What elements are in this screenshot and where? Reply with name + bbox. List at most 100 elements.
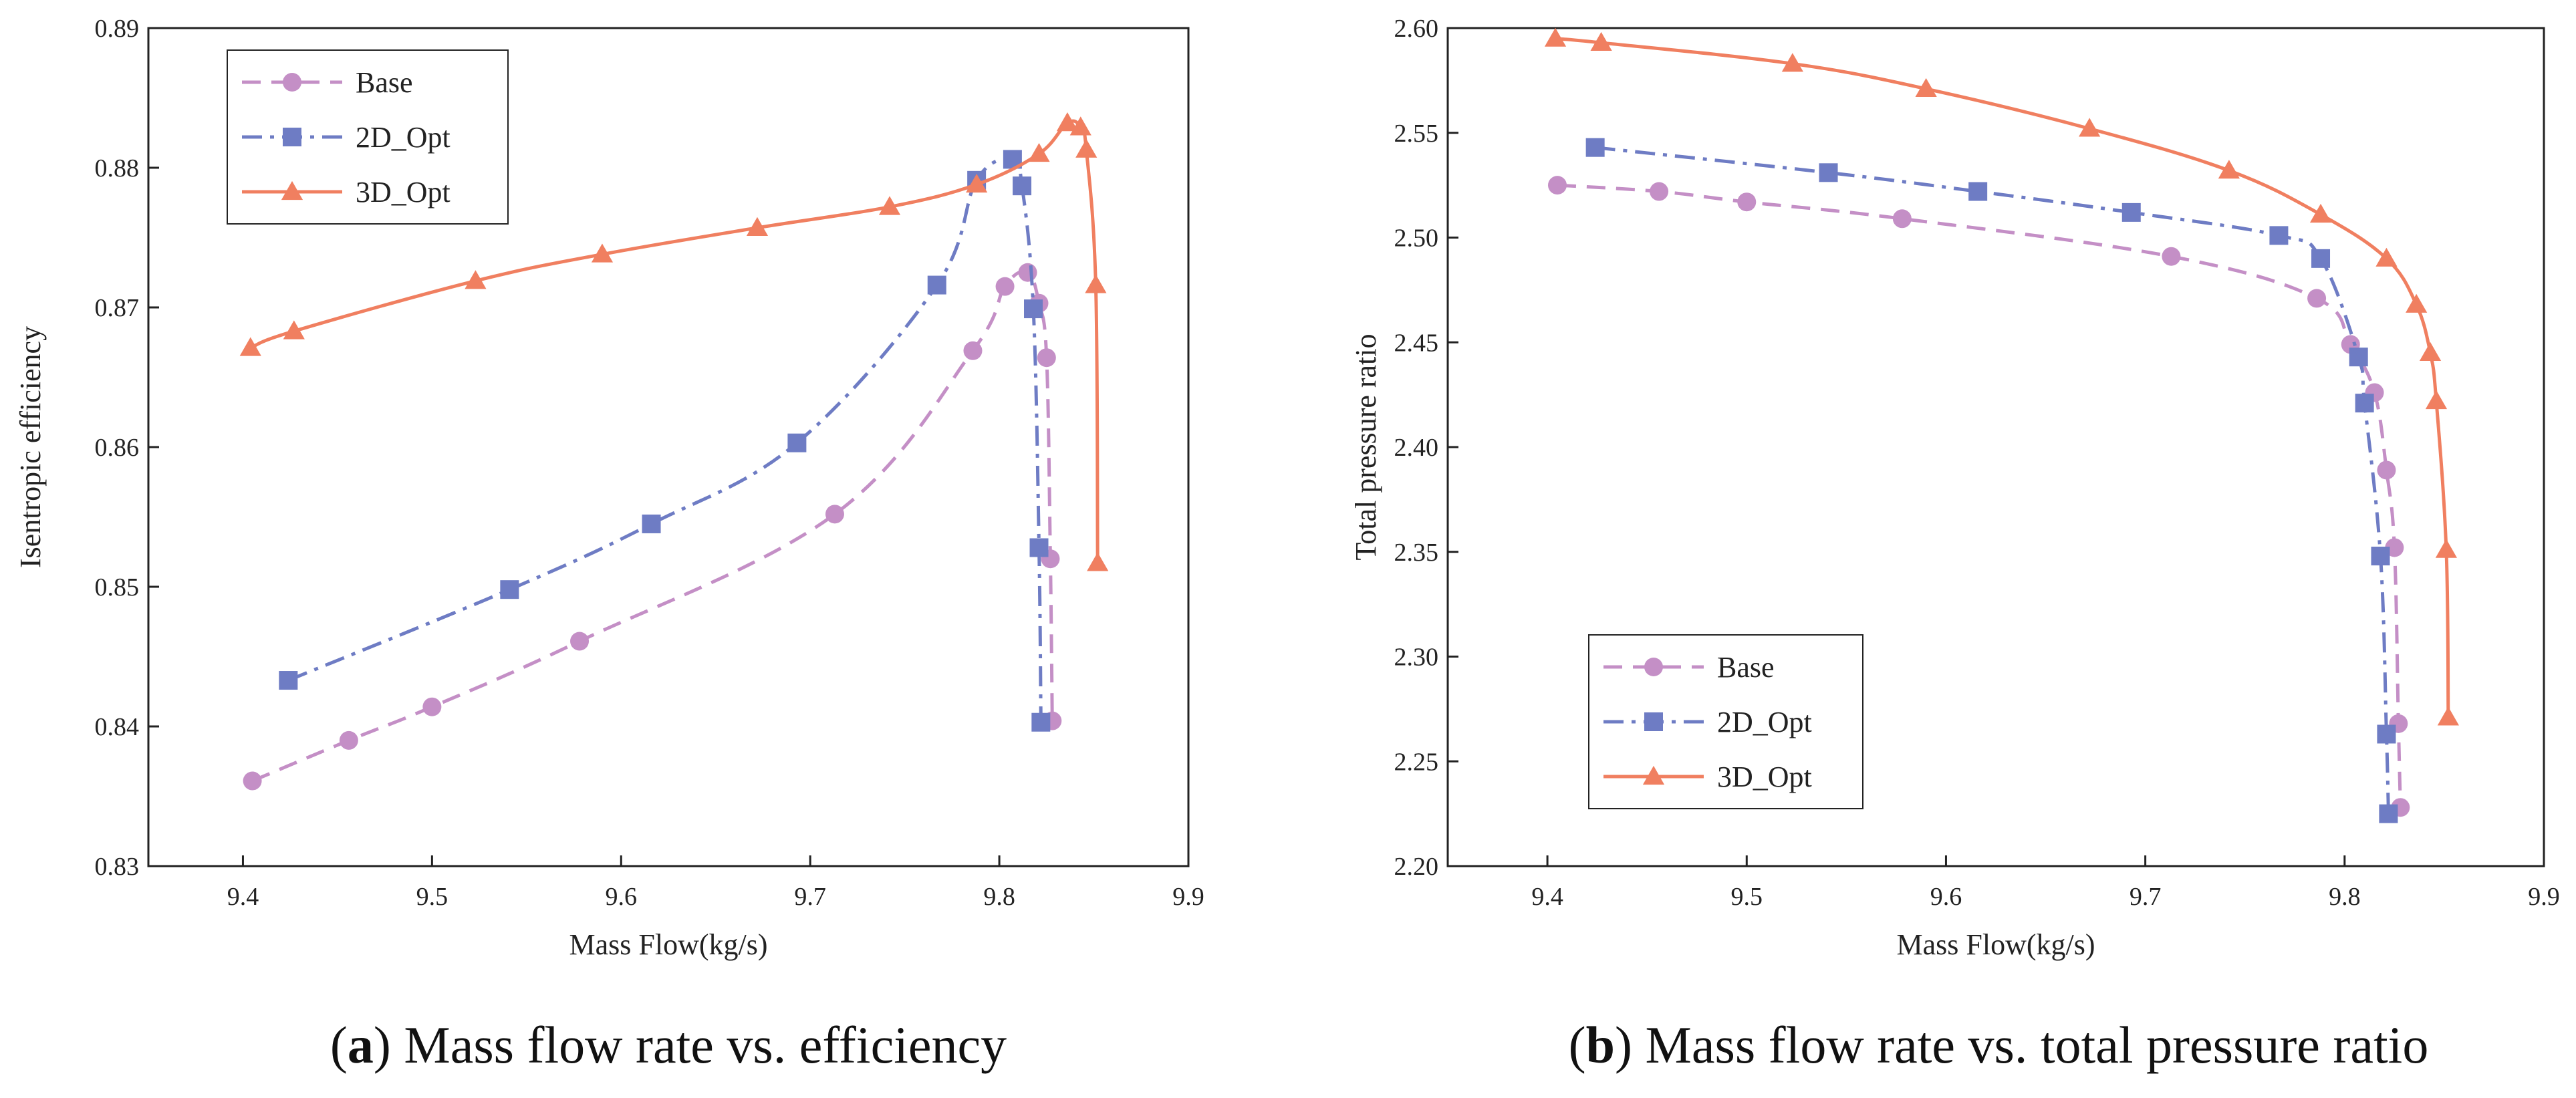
x-tick-label: 9.7 [794,883,826,911]
x-tick-label: 9.5 [416,883,448,911]
legend-marker [1642,765,1665,785]
caption-text: Mass flow rate vs. total pressure ratio [1632,1016,2428,1074]
data-point [2425,390,2448,410]
data-point [2307,289,2327,308]
data-point [1968,182,1988,201]
chart-a: 9.4 9.5 9.6 9.7 9.8 9.9 0.83 0.84 0.85 0.86 0.87 0.… [14,15,1204,1074]
data-point [1024,299,1043,319]
data-point [1781,53,1803,72]
data-point [1013,176,1032,196]
data-point [2311,249,2331,268]
data-point [2309,203,2332,223]
x-tick-label: 9.8 [983,883,1015,911]
data-point [2371,547,2390,566]
y-tick-label: 2.55 [1394,120,1439,148]
y-tick-label: 2.40 [1394,434,1439,462]
x-tick-label: 9.7 [2130,883,2162,911]
data-point [2079,118,2101,137]
data-point [963,341,983,360]
data-point [500,580,519,599]
legend-label: Base [1717,651,1775,684]
figure-caption: (b) Mass flow rate vs. total pressure ra… [1569,1016,2429,1074]
legend-marker [1644,712,1663,731]
x-tick-label: 9.4 [1531,883,1563,911]
data-point [422,697,442,716]
data-point [1548,176,1567,195]
data-point [995,277,1015,296]
data-point [2349,348,2368,367]
y-axis-label: Total pressure ratio [1349,333,1382,560]
data-point [1085,274,1107,293]
figure-caption: (a) Mass flow rate vs. efficiency [330,1016,1007,1074]
data-point [825,505,844,524]
data-point [2375,247,2398,267]
data-point [1585,138,1605,157]
y-tick-label: 0.88 [95,154,140,182]
data-point [243,771,262,791]
legend: Base 2D_Opt 3D_Opt [227,49,509,225]
data-point [2121,202,2141,222]
data-point [1915,78,1937,97]
data-point [339,730,358,750]
x-tick-label: 9.9 [1172,883,1204,911]
data-point [570,632,590,651]
x-tick-label: 9.8 [2329,883,2361,911]
data-point [1590,31,1612,51]
data-point [1819,163,1838,182]
data-point [878,196,901,215]
legend-marker [281,180,303,200]
series-line [287,157,1043,722]
data-point [279,671,298,690]
y-tick-label: 2.25 [1394,748,1439,776]
caption-text: Mass flow rate vs. efficiency [391,1016,1007,1074]
data-point [239,337,261,356]
data-point [2218,160,2240,179]
data-point [2162,247,2181,266]
legend: Base 2D_Opt 3D_Opt [1588,634,1863,809]
data-point [1087,552,1109,571]
y-tick-label: 2.45 [1394,329,1439,357]
legend-label: 2D_Opt [1717,706,1812,738]
y-tick-label: 0.89 [95,15,140,43]
caption-letter: a [348,1016,374,1074]
data-point [1037,348,1056,368]
data-point [642,514,661,533]
data-point [2419,341,2442,361]
data-point [283,320,305,339]
data-point [1650,182,1669,201]
series-line [1555,37,2450,718]
data-point [966,173,988,193]
y-tick-label: 2.35 [1394,539,1439,567]
y-tick-label: 0.86 [95,434,140,462]
data-point [2406,293,2428,313]
caption-close: ) [374,1016,391,1074]
data-point [927,275,946,295]
y-tick-label: 2.50 [1394,225,1439,253]
series-2d-opt [279,150,1051,732]
data-point [1056,112,1079,132]
series-3d-opt [1544,27,2459,726]
x-axis-label: Mass Flow(kg/s) [569,928,767,961]
series-line [1595,146,2390,814]
y-tick-label: 0.87 [95,294,140,322]
data-point [1028,143,1050,162]
legend-marker [283,128,301,146]
data-point [2437,706,2459,726]
data-point [2355,394,2374,413]
caption-open: ( [1569,1016,1586,1074]
data-point [787,433,807,452]
y-tick-label: 2.20 [1394,853,1439,881]
x-tick-label: 9.4 [227,883,259,911]
x-tick-label: 9.9 [2528,883,2560,911]
data-point [2435,539,2457,558]
data-point [1737,192,1757,212]
data-point [1029,538,1049,557]
series-3d-opt [239,112,1109,571]
legend-label: 2D_Opt [356,121,450,154]
y-tick-label: 0.84 [95,713,140,741]
data-point [2377,460,2396,480]
data-point [1069,116,1091,136]
x-axis-label: Mass Flow(kg/s) [1896,928,2095,961]
data-point [746,217,769,236]
